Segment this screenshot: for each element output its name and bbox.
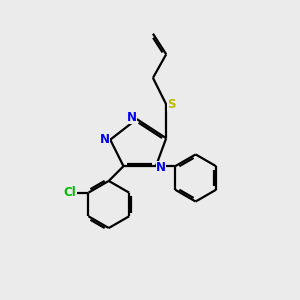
Text: N: N xyxy=(100,133,110,146)
Text: N: N xyxy=(127,110,137,124)
Text: Cl: Cl xyxy=(64,186,76,199)
Text: N: N xyxy=(156,161,166,174)
Text: S: S xyxy=(167,98,176,111)
